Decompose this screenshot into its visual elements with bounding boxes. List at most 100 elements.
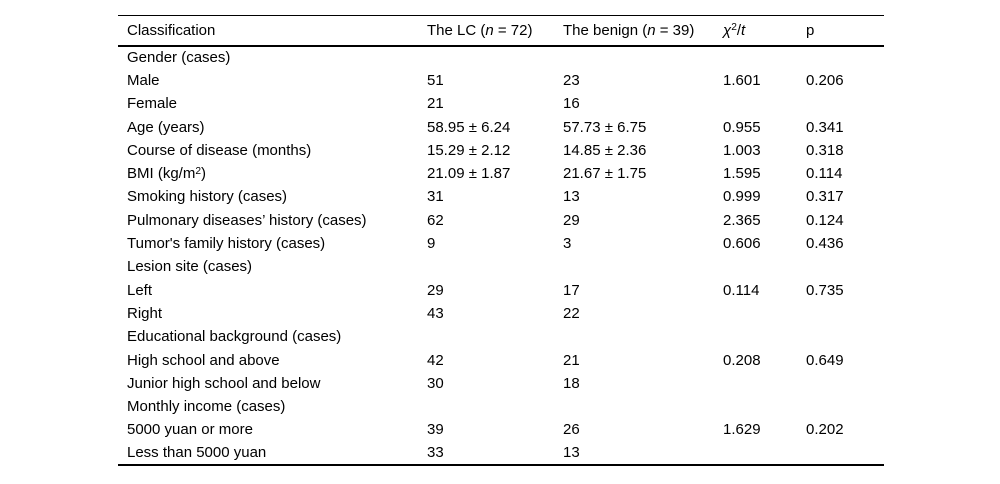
table-cell-lc: 15.29 ± 2.12 [427,141,511,159]
table-cell-classification: Female [127,95,178,113]
table-row: Age (years) 58.95 ± 6.24 57.73 ± 6.75 0.955… [118,115,884,138]
table-cell-stat: 0.114 [723,281,760,299]
table-cell-benign [563,46,723,69]
table-cell-p: 0.649 [806,351,844,369]
table-cell-benign: 18 [563,374,580,392]
table-row: Left 29 17 0.114 0.735 [118,278,884,301]
patient-characteristics-table: Classification The LC (n = 72) The benign … [118,15,884,466]
superscript: 2 [731,22,737,34]
table-cell-stat [723,395,806,418]
table-cell-lc [427,395,563,418]
table-cell-stat [723,46,806,69]
table-cell-lc: 21.09 ± 1.87 [427,165,511,183]
table-row: 5000 yuan or more 39 26 1.629 0.202 [118,418,884,441]
table-cell-classification: Less than 5000 yuan [127,444,267,462]
table-cell-p [806,325,884,348]
table-cell-stat: 0.955 [723,118,761,136]
table-row: BMI (kg/m2) 21.09 ± 1.87 21.67 ± 1.75 1.595… [118,162,884,185]
table-cell-stat: 1.003 [723,141,761,159]
table-cell-p [806,46,884,69]
table-cell-stat [723,442,806,465]
table-cell-classification: Course of disease (months) [127,141,312,159]
table-cell-p [806,442,884,465]
table-cell-p [806,92,884,115]
table-cell-classification: Gender (cases) [127,49,231,67]
table-cell-stat: 1.595 [723,165,761,183]
table-cell-stat: 0.606 [723,235,761,253]
table-cell-p [806,372,884,395]
table-cell-stat [723,325,806,348]
table-cell-p: 0.202 [806,421,844,439]
table-cell-classification: Lesion site (cases) [127,258,253,276]
table-cell-lc: 33 [427,444,444,462]
table-cell-lc: 62 [427,211,444,229]
table-row: Smoking history (cases) 31 13 0.999 0.317 [118,185,884,208]
column-header-lc: The LC (n = 72) [427,21,533,39]
table-cell-classification: Monthly income (cases) [127,398,286,416]
table-cell-lc [427,325,563,348]
table-row: Pulmonary diseases’ history (cases) 62 29 2… [118,209,884,232]
table-cell-stat [723,92,806,115]
table-cell-benign: 13 [563,188,580,206]
table-cell-p [806,395,884,418]
table-cell-classification: Male [127,71,160,89]
table-row: Male 51 23 1.601 0.206 [118,69,884,92]
table-cell-classification: Pulmonary diseases’ history (cases) [127,211,367,229]
table-cell-benign: 29 [563,211,580,229]
table-cell-stat: 1.601 [723,71,761,89]
column-header-stat: χ2/t [723,21,746,39]
table-cell-benign [563,395,723,418]
table-cell-benign: 21 [563,351,580,369]
table-cell-classification: Junior high school and below [127,374,321,392]
table-cell-classification: Age (years) [127,118,205,136]
table-cell-stat [723,255,806,278]
table-cell-stat [723,302,806,325]
table-cell-lc: 31 [427,188,444,206]
table-cell-p: 0.436 [806,235,844,253]
table-cell-p: 0.114 [806,165,843,183]
table-group-row: Lesion site (cases) [118,255,884,278]
table-row: Female 21 16 [118,92,884,115]
table-row: Junior high school and below 30 18 [118,372,884,395]
table-cell-benign: 3 [563,235,572,253]
superscript: 2 [195,165,202,177]
table-cell-benign [563,325,723,348]
table-cell-lc: 58.95 ± 6.24 [427,118,511,136]
table-cell-stat: 0.208 [723,351,761,369]
table-body: Gender (cases) Male 51 23 1.601 0.206 Female 21… [118,46,884,465]
table-cell-lc [427,255,563,278]
table-cell-benign: 23 [563,71,580,89]
table-cell-benign [563,255,723,278]
table-cell-benign: 21.67 ± 1.75 [563,165,647,183]
italic-text: n [647,21,656,39]
table-cell-p: 0.341 [806,118,844,136]
table-group-row: Monthly income (cases) [118,395,884,418]
table-cell-benign: 22 [563,304,580,322]
column-header-p: p [806,21,815,39]
table-header-row: Classification The LC (n = 72) The benign … [118,16,884,46]
table-cell-lc: 9 [427,235,436,253]
table-cell-p: 0.735 [806,281,844,299]
table-cell-lc: 39 [427,421,444,439]
table-cell-classification: Right [127,304,163,322]
italic-text: χ [723,21,732,39]
table-cell-classification: High school and above [127,351,280,369]
table-cell-lc: 42 [427,351,444,369]
table-cell-lc: 21 [427,95,444,113]
table-row: Right 43 22 [118,302,884,325]
table-cell-p: 0.206 [806,71,844,89]
table-cell-benign: 16 [563,95,580,113]
table-cell-classification: Educational background (cases) [127,328,342,346]
table-group-row: Educational background (cases) [118,325,884,348]
italic-text: t [741,21,746,39]
table-row: Course of disease (months) 15.29 ± 2.12 14… [118,139,884,162]
table-cell-stat: 0.999 [723,188,761,206]
table-cell-benign: 17 [563,281,580,299]
table-cell-p: 0.317 [806,188,844,206]
table-cell-p: 0.318 [806,141,844,159]
table-cell-p [806,302,884,325]
table-cell-benign: 14.85 ± 2.36 [563,141,647,159]
table-cell-classification: Smoking history (cases) [127,188,288,206]
column-header-benign: The benign (n = 39) [563,21,695,39]
table-cell-classification: Left [127,281,153,299]
